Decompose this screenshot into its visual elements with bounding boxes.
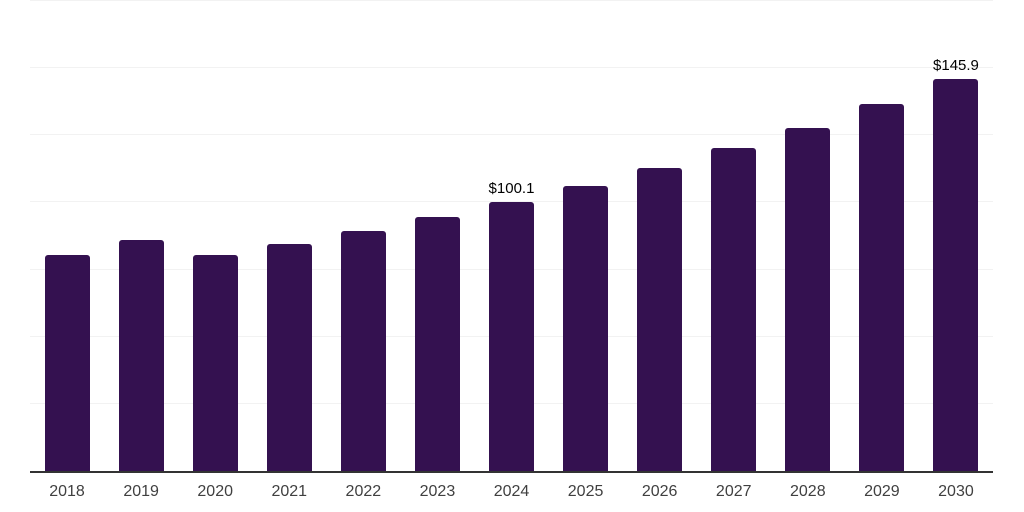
bar-2026[interactable] — [637, 168, 683, 471]
x-tick-2030: 2030 — [938, 483, 974, 500]
x-tick-2025: 2025 — [567, 483, 604, 500]
bar-2029[interactable] — [859, 104, 905, 471]
bar-2018[interactable] — [44, 254, 90, 471]
data-label-2030: $145.9 — [933, 57, 979, 75]
gridline-100 — [30, 201, 993, 203]
bar-2021[interactable] — [266, 244, 312, 471]
x-axis-line — [30, 471, 993, 473]
x-tick-2026: 2026 — [641, 483, 678, 500]
data-label-2024: $100.1 — [488, 180, 535, 198]
x-tick-2020: 2020 — [197, 483, 233, 500]
bar-2025[interactable] — [563, 186, 609, 471]
gridline-125 — [30, 134, 993, 136]
x-axis-labels: 2018 2019 2020 2021 2022 2023 2024 2025 2026 2027… — [30, 483, 993, 505]
x-tick-2027: 2027 — [715, 483, 752, 500]
x-tick-2024: 2024 — [493, 483, 530, 500]
x-tick-2029: 2029 — [864, 483, 900, 500]
bar-2024[interactable] — [489, 202, 534, 471]
bar-2019[interactable] — [118, 240, 164, 471]
x-tick-2021: 2021 — [271, 483, 308, 500]
x-tick-2018: 2018 — [49, 483, 85, 500]
x-tick-2022: 2022 — [345, 483, 382, 500]
bar-2023[interactable] — [414, 217, 460, 471]
bar-2027[interactable] — [711, 148, 757, 471]
bar-2022[interactable] — [340, 230, 386, 471]
bar-2030[interactable] — [933, 79, 979, 471]
x-tick-2028: 2028 — [790, 483, 826, 500]
gridline-150 — [30, 67, 993, 69]
x-tick-2019: 2019 — [123, 483, 159, 500]
gridline-175 — [30, 0, 993, 1]
bar-2028[interactable] — [785, 127, 831, 471]
plot-area: $100.1 $145.9 — [30, 0, 993, 471]
x-tick-2023: 2023 — [419, 483, 456, 500]
bar-2020[interactable] — [192, 255, 238, 471]
